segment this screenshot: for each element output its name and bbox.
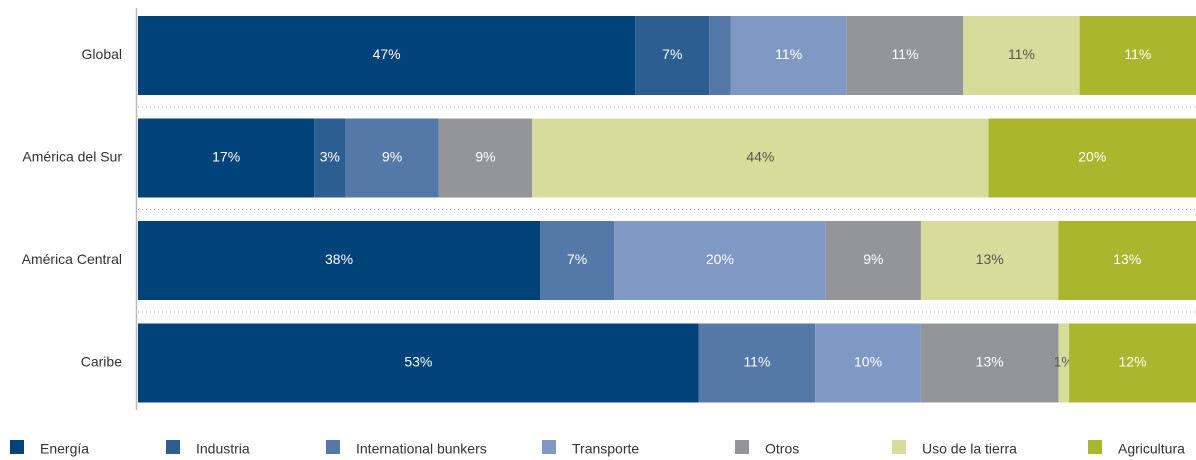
- bar-segment: [988, 118, 1196, 198]
- value-label: 11%: [1124, 46, 1151, 62]
- legend-swatch: [166, 440, 180, 454]
- value-label: 11%: [1008, 46, 1035, 62]
- value-label: 20%: [706, 251, 734, 267]
- bar-segment: [920, 323, 1059, 403]
- legend-swatch: [735, 440, 749, 454]
- value-label: 10%: [854, 354, 882, 370]
- bar-segment: [815, 323, 921, 403]
- legend-swatch: [10, 440, 24, 454]
- value-label: 44%: [746, 149, 774, 165]
- value-label: 9%: [382, 149, 402, 165]
- legend-label: International bunkers: [356, 441, 487, 457]
- category-label: América Central: [22, 251, 122, 267]
- value-label: 12%: [1119, 354, 1147, 370]
- value-label: 7%: [662, 46, 682, 62]
- legend-swatch: [542, 440, 556, 454]
- legend-label: Otros: [765, 441, 799, 457]
- value-label: 11%: [743, 354, 770, 370]
- bar-segment: [1079, 16, 1196, 95]
- bar-segment: [314, 118, 346, 198]
- value-label: 53%: [404, 354, 432, 370]
- bar-segment: [963, 16, 1080, 95]
- bar-segment: [846, 16, 964, 95]
- legend-label: Agricultura: [1118, 441, 1185, 457]
- bar-segment: [1058, 221, 1196, 300]
- bar-segment: [709, 16, 731, 95]
- category-label: Caribe: [81, 354, 122, 370]
- bar-segment: [1058, 323, 1070, 403]
- value-label: 11%: [775, 46, 802, 62]
- legend-swatch: [326, 440, 340, 454]
- bar-segment: [920, 221, 1059, 300]
- bar-segment: [635, 16, 710, 95]
- bar-segment: [438, 118, 533, 198]
- bar-segment: [138, 323, 699, 403]
- legend-swatch: [892, 440, 906, 454]
- legend-label: Uso de la tierra: [922, 441, 1017, 457]
- value-label: 9%: [863, 251, 883, 267]
- value-label: 38%: [325, 251, 353, 267]
- value-label: 3%: [320, 149, 340, 165]
- category-label: Global: [82, 46, 122, 62]
- bar-segment: [138, 16, 636, 95]
- value-label: 13%: [976, 251, 1004, 267]
- legend-label: Energía: [40, 441, 89, 457]
- legend-label: Transporte: [572, 441, 639, 457]
- legend-label: Industria: [196, 441, 250, 457]
- value-label: 47%: [373, 46, 401, 62]
- bar-segment: [138, 221, 541, 300]
- bar-segment: [1069, 323, 1196, 403]
- bar-segment: [138, 118, 315, 198]
- value-label: 13%: [1113, 251, 1141, 267]
- bar-segment: [614, 221, 826, 300]
- value-label: 1%: [1054, 354, 1074, 370]
- value-label: 17%: [212, 149, 240, 165]
- category-label: América del Sur: [22, 149, 122, 165]
- bar-segment: [730, 16, 847, 95]
- value-label: 9%: [475, 149, 495, 165]
- value-label: 11%: [892, 46, 919, 62]
- value-label: 13%: [976, 354, 1004, 370]
- bar-segment: [825, 221, 921, 300]
- value-label: 7%: [567, 251, 587, 267]
- legend-swatch: [1088, 440, 1102, 454]
- bar-segment: [698, 323, 816, 403]
- bar-segment: [345, 118, 439, 198]
- value-label: 20%: [1078, 149, 1106, 165]
- bar-segment: [532, 118, 989, 198]
- bar-segment: [540, 221, 615, 300]
